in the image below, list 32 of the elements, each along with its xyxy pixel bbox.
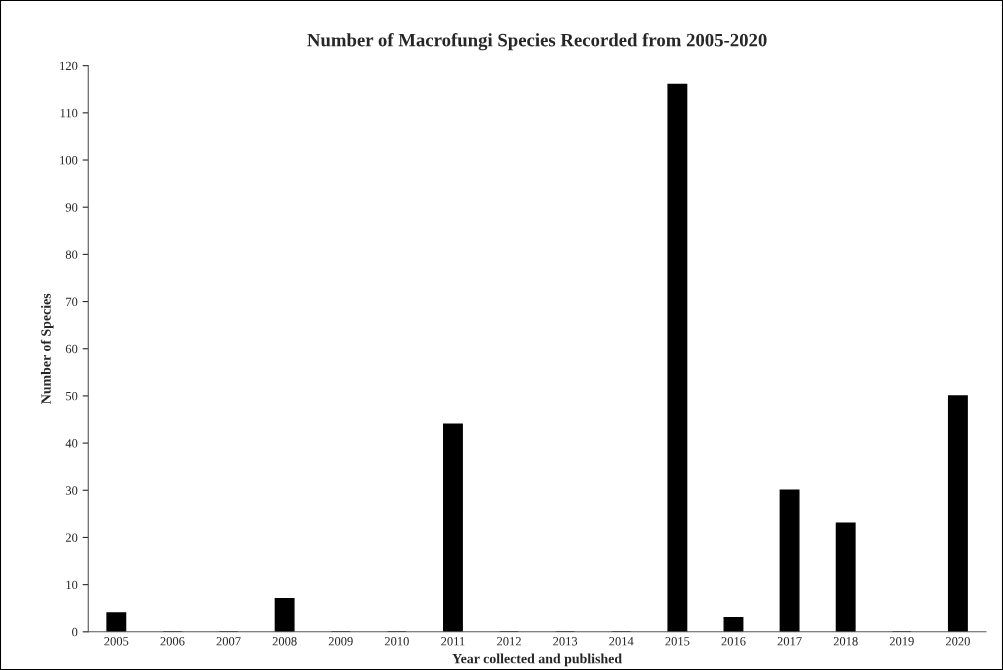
- y-tick-label: 20: [65, 533, 78, 542]
- x-tick-label: 2007: [216, 637, 241, 646]
- x-tick-label: 2015: [665, 637, 690, 646]
- x-tick-label: 2010: [384, 637, 409, 646]
- chart-title: Number of Macrofungi Species Recorded from 2005-2020: [307, 33, 767, 51]
- x-tick-label: 2008: [272, 637, 297, 646]
- x-tick-label: 2016: [721, 637, 746, 646]
- x-tick-label: 2019: [889, 637, 914, 646]
- y-tick-label: 110: [60, 108, 78, 118]
- y-tick-label: 0: [72, 627, 78, 637]
- y-tick-label: 100: [60, 156, 78, 165]
- x-tick-label: 2005: [104, 637, 129, 646]
- y-tick-label: 10: [66, 580, 78, 590]
- x-tick-label: 2006: [160, 637, 185, 646]
- x-tick-label: 2009: [328, 637, 353, 646]
- x-tick-label: 2011: [441, 637, 465, 646]
- x-tick-label: 2013: [553, 637, 578, 646]
- x-tick-label: 2017: [777, 637, 802, 646]
- y-tick-label: 50: [66, 391, 78, 401]
- x-tick-label: 2012: [497, 637, 521, 646]
- y-axis-title: Number of Species: [40, 293, 54, 404]
- x-tick-label: 2020: [945, 637, 970, 646]
- y-tick-label: 40: [65, 439, 78, 448]
- x-tick-label: 2018: [833, 637, 858, 646]
- y-tick-label: 120: [60, 61, 78, 71]
- y-tick-label: 90: [65, 203, 78, 212]
- y-tick-label: 80: [65, 250, 78, 259]
- y-tick-label: 70: [66, 297, 78, 307]
- x-tick-label: 2014: [609, 637, 634, 646]
- y-tick-label: 30: [65, 486, 78, 495]
- x-axis-title: Year collected and published: [452, 653, 622, 667]
- y-tick-label: 60: [65, 344, 78, 354]
